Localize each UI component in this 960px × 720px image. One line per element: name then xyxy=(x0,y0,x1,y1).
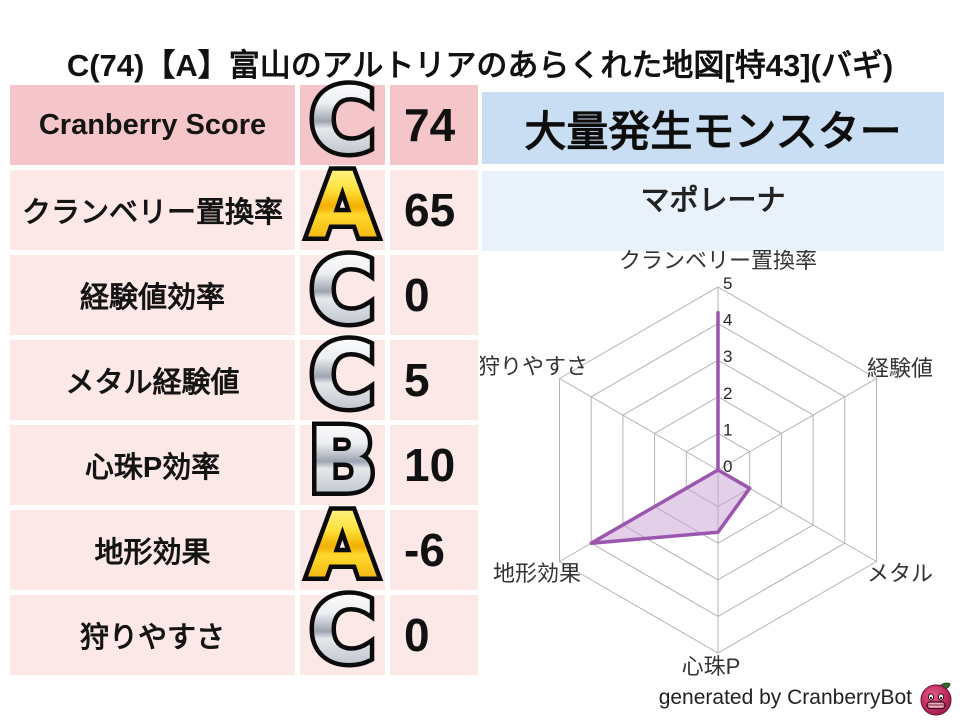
stat-value: 10 xyxy=(390,425,478,505)
footer-credit: generated by CranberryBot xyxy=(659,680,954,716)
grade-badge: CC xyxy=(300,326,385,425)
radar-axis-label: メタル xyxy=(867,561,933,586)
stat-value: 74 xyxy=(390,85,478,165)
stat-row: 心珠P効率BB10 xyxy=(10,411,478,510)
grade-letter-outline: C xyxy=(305,241,380,340)
stat-label: 狩りやすさ xyxy=(10,595,295,675)
radar-data-polygon xyxy=(589,310,752,545)
stat-value: -6 xyxy=(390,510,478,590)
radar-tick-label: 4 xyxy=(723,311,732,330)
stats-table: Cranberry ScoreCC74クランベリー置換率AA65経験値効率CC0… xyxy=(10,71,478,680)
grade-letter: C xyxy=(309,323,376,429)
radar-axis-label: 狩りやすさ xyxy=(480,354,588,379)
stat-row: Cranberry ScoreCC74 xyxy=(10,71,478,170)
radar-axis-line xyxy=(717,378,877,471)
grade-letter: C xyxy=(309,68,376,174)
grade-letter-outline: C xyxy=(305,326,380,425)
stat-label: クランベリー置換率 xyxy=(10,170,295,250)
grade-badge: CC xyxy=(300,241,385,340)
stat-value: 65 xyxy=(390,170,478,250)
radar-axis-label: 経験値 xyxy=(867,356,933,381)
radar-tick-label: 3 xyxy=(723,347,732,366)
radar-tick-label: 0 xyxy=(723,457,732,476)
grade-letter: C xyxy=(309,238,376,344)
stat-label: Cranberry Score xyxy=(10,85,295,165)
grade-letter: A xyxy=(307,153,378,259)
radar-axis-label: クランベリー置換率 xyxy=(619,250,817,273)
grade-letter-outline: B xyxy=(304,411,382,510)
stat-label: 地形効果 xyxy=(10,510,295,590)
grade-letter-outline: A xyxy=(303,156,382,255)
monster-panel-header: 大量発生モンスター xyxy=(482,92,944,164)
stat-label: メタル経験値 xyxy=(10,340,295,420)
stat-row: 狩りやすさCC0 xyxy=(10,581,478,680)
stat-label: 経験値効率 xyxy=(10,255,295,335)
stat-row: クランベリー置換率AA65 xyxy=(10,156,478,255)
radar-tick-label: 1 xyxy=(723,420,732,439)
radar-chart: 0 1 2 3 4 5 クランベリー置換率経験値メタル心珠P 地形効果 狩りやすさ xyxy=(478,248,960,720)
cranberry-bot-icon xyxy=(920,682,952,716)
stat-row: 地形効果AA-6 xyxy=(10,496,478,595)
grade-letter: A xyxy=(307,493,378,599)
stat-value: 5 xyxy=(390,340,478,420)
radar-tick-label: 2 xyxy=(723,384,732,403)
grade-badge: CC xyxy=(300,581,385,680)
stat-value: 0 xyxy=(390,255,478,335)
stat-row: 経験値効率CC0 xyxy=(10,241,478,340)
radar-axis-label: 心珠P xyxy=(682,654,741,679)
grade-letter: B xyxy=(308,408,377,514)
grade-letter-outline: A xyxy=(303,496,382,595)
grade-letter-outline: C xyxy=(305,581,380,680)
radar-axis-label: 地形効果 xyxy=(493,561,581,586)
stat-value: 0 xyxy=(390,595,478,675)
grade-badge: AA xyxy=(300,156,385,255)
stat-row: メタル経験値CC5 xyxy=(10,326,478,425)
stat-label: 心珠P効率 xyxy=(10,425,295,505)
monster-name: マポレーナ xyxy=(482,171,944,251)
credit-text: generated by CranberryBot xyxy=(658,686,912,709)
grade-badge: AA xyxy=(300,496,385,595)
grade-letter: C xyxy=(309,578,376,684)
grade-letter-outline: C xyxy=(305,71,380,170)
radar-axis-line xyxy=(559,378,719,471)
page-title: C(74)【A】富山のアルトリアのあらくれた地図[特43](バギ) xyxy=(66,48,894,83)
radar-tick-label: 5 xyxy=(723,274,732,293)
grade-badge: CC xyxy=(300,71,385,170)
grade-badge: BB xyxy=(300,411,385,510)
